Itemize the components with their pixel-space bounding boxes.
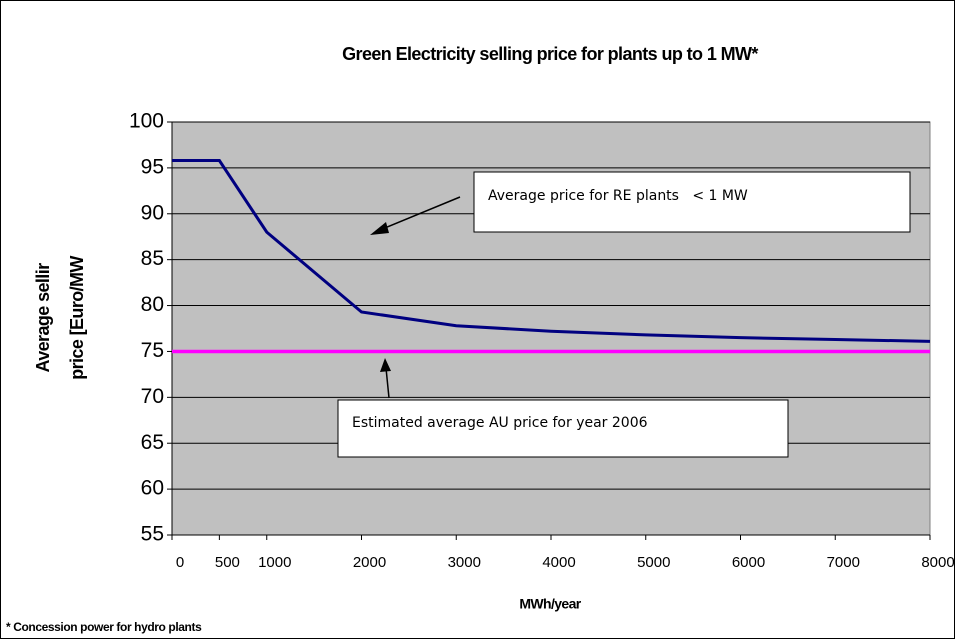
y-tick-label: 70 — [141, 385, 164, 408]
y-tick-label: 65 — [141, 431, 164, 454]
y-tick-label: 95 — [141, 155, 164, 178]
annotation-box — [337, 399, 789, 458]
footnote: * Concession power for hydro plants — [6, 620, 202, 634]
y-axis-label: price [Euro/MW — [67, 256, 87, 380]
series-line — [172, 159, 931, 343]
x-tick-label: 500 — [215, 554, 240, 571]
x-tick-label: 8000 — [921, 554, 954, 571]
y-tick-label: 55 — [141, 523, 164, 546]
y-tick-label: 60 — [141, 477, 164, 500]
chart-title: Green Electricity selling price for plan… — [342, 44, 758, 64]
arrow-head — [370, 222, 389, 235]
annotation-box — [473, 171, 911, 233]
y-tick-label: 90 — [141, 201, 164, 224]
x-axis-label: MWh/year — [519, 596, 581, 612]
x-tick-label: 0 — [176, 554, 184, 571]
x-tick-label: 2000 — [353, 554, 386, 571]
arrow-line — [379, 196, 461, 231]
y-axis-label: Average sellir — [33, 263, 53, 373]
x-tick-label: 4000 — [542, 554, 575, 571]
arrow-head — [380, 358, 391, 372]
annotation: Estimated average AU price for year 2006 — [352, 415, 648, 431]
x-tick-label: 3000 — [448, 554, 481, 571]
arrow-line — [385, 367, 390, 399]
x-tick-label: 5000 — [637, 554, 670, 571]
y-tick-label: 75 — [141, 339, 164, 362]
x-tick-label: 7000 — [827, 554, 860, 571]
annotation: Average price for RE plants < 1 MW — [488, 188, 748, 204]
x-tick-label: 6000 — [732, 554, 765, 571]
x-tick-label: 1000 — [258, 554, 291, 571]
y-tick-label: 85 — [141, 247, 164, 270]
y-tick-label: 100 — [129, 110, 164, 133]
y-tick-label: 80 — [141, 293, 164, 316]
